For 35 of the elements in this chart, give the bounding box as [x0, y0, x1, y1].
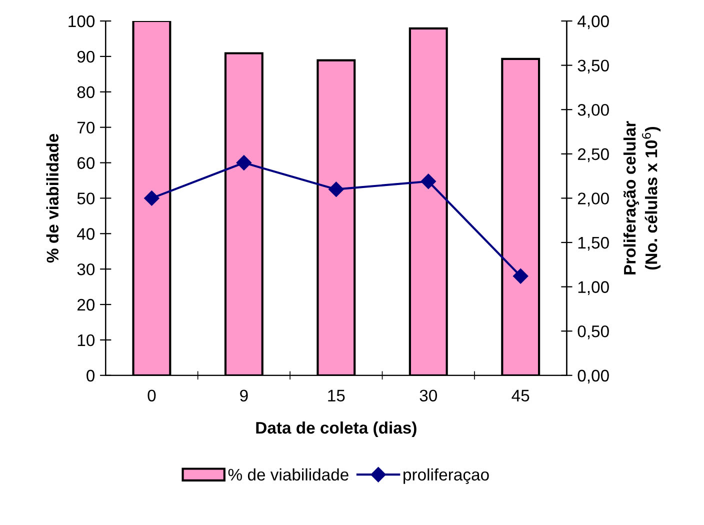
point: [236, 155, 252, 170]
y2-tick-label: 3,00: [578, 104, 609, 118]
y-tick-label: 60: [77, 157, 95, 169]
point: [513, 268, 528, 284]
y-tick-label: 80: [77, 86, 95, 98]
point: [328, 182, 344, 197]
x-tick-label: 30: [420, 390, 437, 402]
y2-axis-title: Proliferação celular (No. células x 10$^{6}$): [623, 121, 661, 274]
y2-tick-label: 0,00: [578, 370, 609, 384]
point: [420, 174, 436, 189]
y-axis-title: % de viabilidade: [46, 134, 59, 263]
x-tick-label: 15: [328, 390, 345, 402]
y2-tick-label: 1,50: [578, 236, 609, 251]
y-tick-label: 90: [77, 50, 95, 63]
y-tick-label: 10: [78, 334, 95, 346]
point: [144, 190, 160, 206]
x-tick-label: 0: [148, 390, 156, 402]
x-tick-label: 45: [512, 390, 530, 402]
y2-tick-label: 2,00: [578, 192, 609, 206]
x-axis-title: Data de coleta (dias): [256, 421, 416, 438]
y2-tick-label: 2,50: [578, 148, 609, 162]
y2-tick-label: 4,00: [578, 15, 609, 30]
y-tick-label: 20: [77, 298, 95, 311]
y-tick-label: 0: [86, 370, 95, 382]
y2-tick-label: 1,00: [578, 281, 609, 295]
y-tick-label: 70: [78, 122, 95, 134]
legend-label: proliferaçao: [404, 468, 489, 484]
y-tick-label: 40: [77, 228, 95, 240]
y2-tick-label: 0,50: [578, 325, 609, 340]
y2-tick-label: 3,50: [578, 60, 609, 74]
legend-label: % de viabilidade: [228, 468, 348, 481]
y-tick-label: 50: [77, 192, 95, 204]
x-tick-label: 9: [240, 390, 248, 402]
y-tick-label: 30: [77, 263, 95, 276]
y-tick-label: 100: [68, 15, 95, 28]
